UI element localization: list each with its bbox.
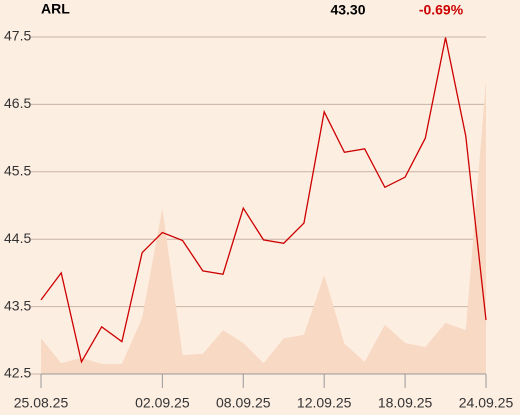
symbol: ARL (41, 1, 70, 17)
x-tick-label: 02.09.25 (135, 395, 190, 411)
last-price: 43.30 (330, 2, 365, 18)
x-tick-label: 25.08.25 (14, 395, 69, 411)
y-tick-label: 47.5 (4, 28, 31, 44)
y-tick-label: 45.5 (4, 163, 31, 179)
x-tick-label: 12.09.25 (297, 395, 352, 411)
volume-area (41, 80, 486, 375)
x-tick-label: 18.09.25 (378, 395, 433, 411)
y-tick-label: 43.5 (4, 297, 31, 313)
x-tick-label: 24.09.25 (459, 395, 514, 411)
y-tick-label: 44.5 (4, 230, 31, 246)
price-line (40, 37, 487, 364)
change: -0.69% (419, 2, 464, 18)
y-tick-label: 46.5 (4, 95, 31, 111)
x-tick-label: 08.09.25 (216, 395, 271, 411)
y-tick-label: 42.5 (4, 365, 31, 381)
